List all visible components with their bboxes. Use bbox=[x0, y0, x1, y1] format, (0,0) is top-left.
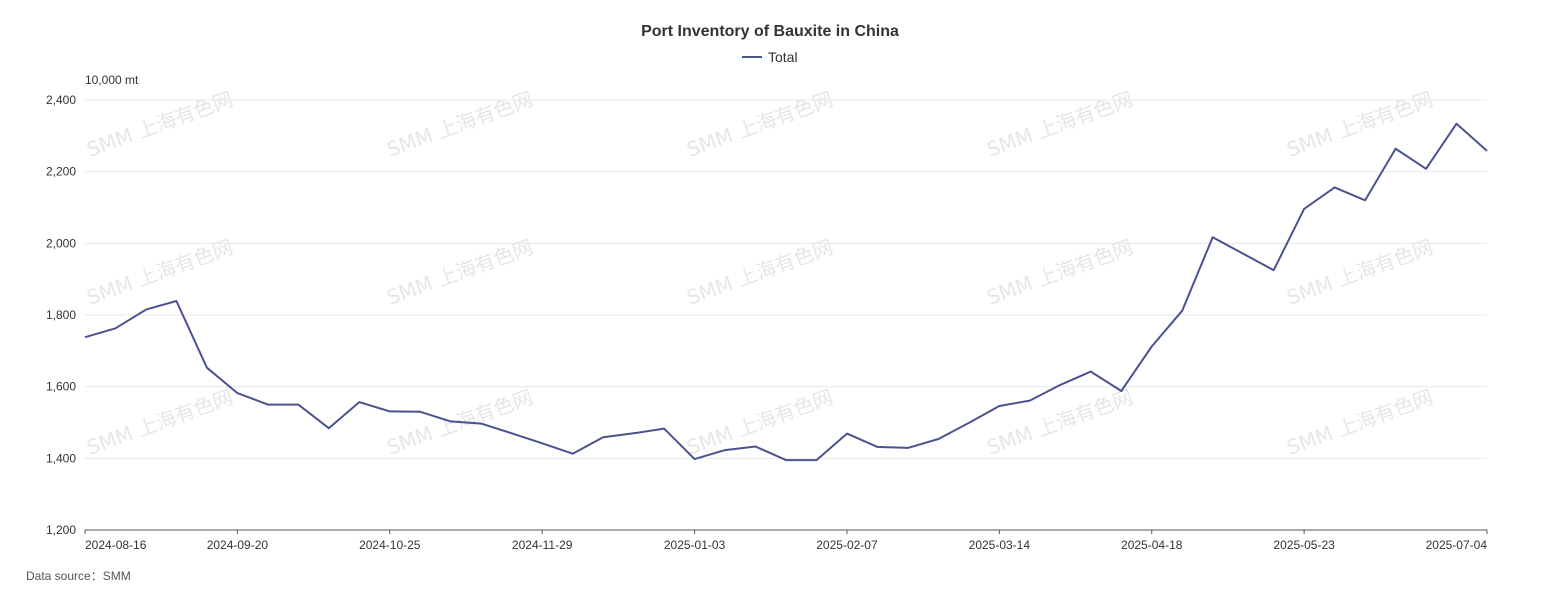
watermark-text: SMM 上海有色网 bbox=[1284, 235, 1437, 310]
y-tick-label: 1,800 bbox=[46, 308, 76, 322]
y-tick-label: 1,400 bbox=[46, 451, 76, 465]
x-tick-label: 2025-04-18 bbox=[1121, 538, 1183, 552]
x-tick-label: 2025-05-23 bbox=[1273, 538, 1335, 552]
x-tick-label: 2025-01-03 bbox=[664, 538, 726, 552]
legend[interactable]: Total bbox=[742, 49, 798, 65]
x-tick-label: 2025-02-07 bbox=[816, 538, 878, 552]
x-tick-label: 2024-11-29 bbox=[512, 538, 573, 552]
watermark-text: SMM 上海有色网 bbox=[684, 235, 837, 310]
watermark-text: SMM 上海有色网 bbox=[1284, 385, 1437, 460]
y-axis-ticks: 1,200 1,400 1,600 1,800 2,000 2,200 2,400 bbox=[46, 93, 76, 537]
y-tick-label: 2,200 bbox=[46, 165, 76, 179]
watermark-text: SMM 上海有色网 bbox=[84, 385, 237, 460]
x-tick-label: 2025-03-14 bbox=[969, 538, 1031, 552]
watermark-text: SMM 上海有色网 bbox=[984, 385, 1137, 460]
legend-label-total[interactable]: Total bbox=[768, 49, 798, 65]
series-line-total bbox=[84, 122, 1488, 462]
watermark-text: SMM 上海有色网 bbox=[684, 87, 837, 162]
x-tick-label: 2025-07-04 bbox=[1426, 538, 1488, 552]
y-tick-label: 2,400 bbox=[46, 93, 76, 107]
watermark-text: SMM 上海有色网 bbox=[984, 87, 1137, 162]
watermark-text: SMM 上海有色网 bbox=[384, 87, 537, 162]
x-tick-label: 2024-09-20 bbox=[207, 538, 269, 552]
watermark-text: SMM 上海有色网 bbox=[1284, 87, 1437, 162]
y-tick-label: 2,000 bbox=[46, 236, 76, 250]
y-tick-label: 1,600 bbox=[46, 380, 76, 394]
grid-lines bbox=[85, 99, 1487, 459]
x-tick-label: 2024-10-25 bbox=[359, 538, 421, 552]
x-tick-label: 2024-08-16 bbox=[85, 538, 147, 552]
watermark-text: SMM 上海有色网 bbox=[84, 235, 237, 310]
watermark-text: SMM 上海有色网 bbox=[384, 235, 537, 310]
data-source-label: Data source：SMM bbox=[26, 569, 131, 583]
y-axis-unit: 10,000 mt bbox=[85, 73, 139, 87]
watermark-text: SMM 上海有色网 bbox=[984, 235, 1137, 310]
y-tick-label: 1,200 bbox=[46, 523, 76, 537]
watermark-text: SMM 上海有色网 bbox=[84, 87, 237, 162]
x-axis-ticks: 2024-08-16 2024-09-20 2024-10-25 2024-11-29… bbox=[84, 530, 1488, 552]
chart-title: Port Inventory of Bauxite in China bbox=[641, 23, 899, 40]
